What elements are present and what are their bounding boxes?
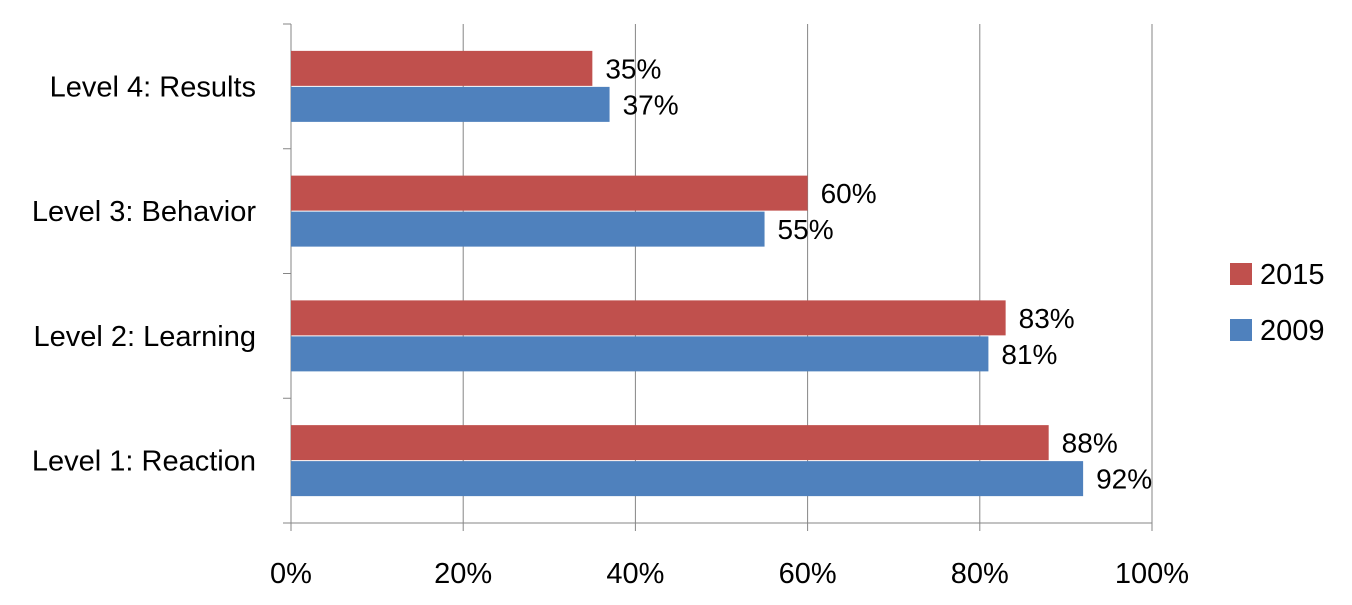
legend-label-2009: 2009 (1260, 315, 1325, 347)
x-tick-labels: 0% 20% 40% 60% 80% 100% (270, 558, 1189, 590)
x-tick-label: 20% (434, 558, 492, 590)
legend-swatch-2015 (1230, 263, 1252, 285)
x-tick-label: 100% (1115, 558, 1189, 590)
bar-2015-4 (291, 50, 593, 86)
x-tick-label: 0% (270, 558, 312, 590)
data-label: 37% (623, 89, 679, 120)
data-label: 60% (821, 178, 877, 209)
legend-swatch-2009 (1230, 319, 1252, 341)
data-label: 88% (1062, 428, 1118, 459)
category-label: Level 4: Results (50, 71, 256, 103)
bar-2015-3 (291, 175, 808, 211)
bars (291, 50, 1084, 497)
x-tick-label: 40% (606, 558, 664, 590)
data-label: 92% (1096, 464, 1152, 495)
data-label: 81% (1001, 339, 1057, 370)
category-labels: Level 4: Results Level 3: Behavior Level 2… (32, 71, 256, 477)
bar-2009-1 (291, 461, 1084, 497)
category-label: Level 3: Behavior (32, 196, 256, 228)
bar-2015-2 (291, 300, 1006, 336)
legend-label-2015: 2015 (1260, 259, 1325, 291)
legend: 2015 2009 (1230, 259, 1325, 347)
data-label: 35% (605, 53, 661, 84)
data-labels: 35% 37% 60% 55% 83% 81% 88% 92% (605, 53, 1152, 494)
data-label: 55% (778, 214, 834, 245)
category-label: Level 1: Reaction (32, 446, 256, 478)
bar-2015-1 (291, 425, 1049, 461)
bar-2009-3 (291, 211, 765, 247)
x-tick-label: 60% (779, 558, 837, 590)
bar-2009-2 (291, 336, 989, 372)
x-tick-label: 80% (951, 558, 1009, 590)
category-label: Level 2: Learning (34, 321, 257, 353)
bar-2009-4 (291, 86, 610, 122)
data-label: 83% (1019, 303, 1075, 334)
